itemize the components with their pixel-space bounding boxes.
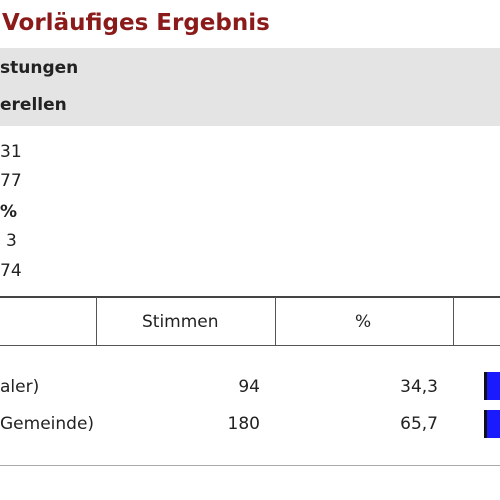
- table-border: [0, 345, 500, 346]
- summary-value: 3: [6, 231, 17, 251]
- party-name: aler): [0, 377, 40, 397]
- column-header: Stimmen: [142, 312, 219, 332]
- column-border: [453, 297, 454, 345]
- summary-value: 77: [0, 171, 22, 191]
- summary-value: 31: [0, 142, 22, 162]
- votes: 180: [227, 414, 260, 434]
- summary-value: %: [0, 202, 18, 222]
- party-name: Gemeinde): [0, 414, 95, 434]
- table-border: [0, 296, 500, 298]
- column-border: [96, 297, 97, 345]
- votes: 94: [238, 377, 260, 397]
- column-header: %: [355, 312, 372, 332]
- percent: 65,7: [400, 414, 438, 434]
- column-border: [275, 297, 276, 345]
- table-bottom: [0, 465, 500, 466]
- band-text: stungen: [0, 58, 79, 78]
- info-band: [0, 48, 500, 126]
- result-bar: [484, 410, 500, 438]
- summary-value: 74: [0, 261, 22, 281]
- percent: 34,3: [400, 377, 438, 397]
- page-title: Vorläufiges Ergebnis: [2, 10, 270, 36]
- band-text: erellen: [0, 95, 67, 115]
- result-bar: [484, 372, 500, 400]
